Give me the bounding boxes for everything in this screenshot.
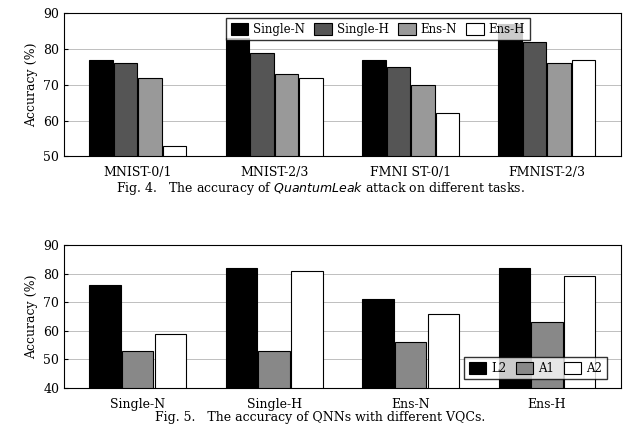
- Legend: Single-N, Single-H, Ens-N, Ens-H: Single-N, Single-H, Ens-N, Ens-H: [226, 18, 530, 40]
- Bar: [114, 63, 138, 335]
- Bar: [395, 342, 426, 446]
- Bar: [275, 74, 298, 335]
- Text: Fig. 4.   The accuracy of $\it{QuantumLeak}$ attack on different tasks.: Fig. 4. The accuracy of $\it{QuantumLeak…: [116, 180, 524, 197]
- Bar: [387, 67, 410, 335]
- Bar: [428, 314, 459, 446]
- Bar: [362, 299, 394, 446]
- Bar: [90, 60, 113, 335]
- Bar: [362, 60, 385, 335]
- Bar: [300, 78, 323, 335]
- Bar: [531, 322, 563, 446]
- Bar: [259, 351, 290, 446]
- Bar: [250, 53, 274, 335]
- Bar: [163, 146, 186, 335]
- Bar: [155, 334, 186, 446]
- Bar: [436, 113, 459, 335]
- Y-axis label: Accuracy (%): Accuracy (%): [24, 43, 38, 127]
- Bar: [122, 351, 154, 446]
- Y-axis label: Accuracy (%): Accuracy (%): [24, 274, 38, 359]
- Bar: [499, 268, 530, 446]
- Bar: [547, 63, 571, 335]
- Bar: [291, 271, 323, 446]
- Bar: [138, 78, 162, 335]
- Text: Fig. 5.   The accuracy of QNNs with different VQCs.: Fig. 5. The accuracy of QNNs with differ…: [155, 411, 485, 424]
- Bar: [226, 268, 257, 446]
- Bar: [523, 42, 547, 335]
- Bar: [411, 85, 435, 335]
- Legend: L2, A1, A2: L2, A1, A2: [464, 357, 607, 379]
- Bar: [572, 60, 595, 335]
- Bar: [226, 38, 249, 335]
- Bar: [90, 285, 121, 446]
- Bar: [564, 277, 595, 446]
- Bar: [499, 24, 522, 335]
